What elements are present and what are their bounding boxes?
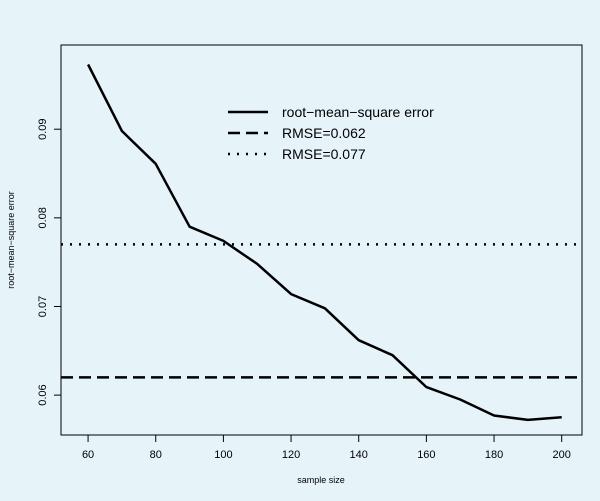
x-tick-label: 200 — [553, 449, 571, 461]
y-tick-label: 0.08 — [37, 207, 49, 228]
legend: root−mean−square error RMSE=0.062 RMSE=0.0… — [228, 104, 434, 162]
legend-label-1: RMSE=0.062 — [282, 125, 366, 141]
legend-label-0: root−mean−square error — [282, 104, 434, 120]
y-tick-label: 0.09 — [37, 118, 49, 139]
x-axis-title: sample size — [297, 475, 345, 485]
x-tick-label: 100 — [214, 449, 232, 461]
x-tick-label: 140 — [350, 449, 368, 461]
y-tick-label: 0.06 — [37, 384, 49, 405]
chart-marks — [61, 63, 582, 422]
series-line-0 — [86, 63, 562, 422]
y-tick-label: 0.07 — [37, 296, 49, 317]
y-axis-title: root−mean−square error — [6, 191, 16, 289]
x-tick-label: 180 — [485, 449, 503, 461]
x-tick-label: 60 — [82, 449, 94, 461]
y-axis: 0.06 0.07 0.08 0.09 — [37, 118, 62, 406]
x-tick-label: 120 — [282, 449, 300, 461]
x-tick-label: 80 — [150, 449, 162, 461]
legend-label-2: RMSE=0.077 — [282, 146, 366, 162]
x-axis: 60 80 100 120 140 160 180 200 — [82, 434, 571, 461]
x-tick-label: 160 — [417, 449, 435, 461]
